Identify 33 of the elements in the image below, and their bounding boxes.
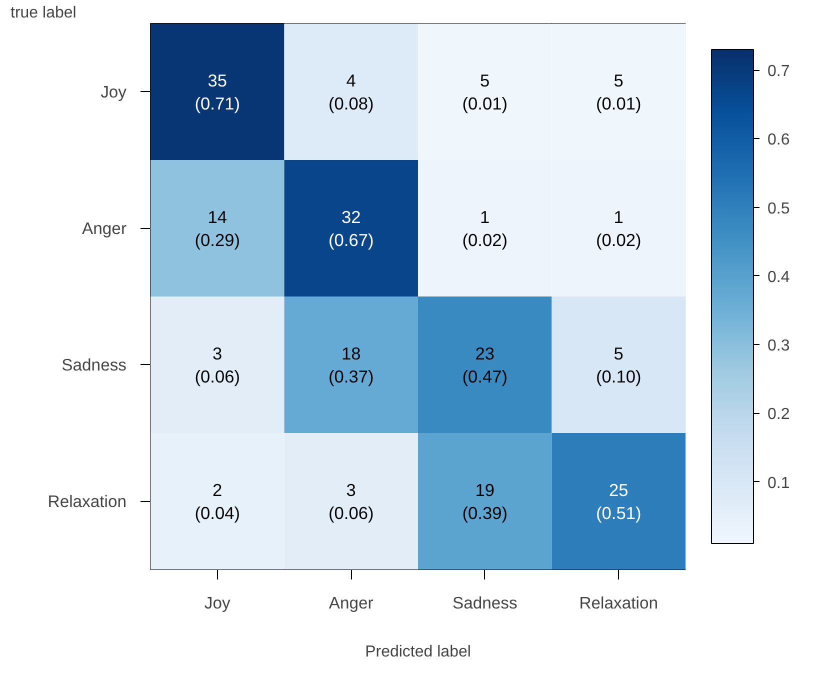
color-bar-label: 0.4 <box>768 268 790 286</box>
color-bar-label: 0.3 <box>768 338 790 355</box>
data-label: 5 (0.01) <box>596 70 642 114</box>
data-label: 35 (0.71) <box>194 70 240 114</box>
data-label: 18 (0.37) <box>328 343 374 386</box>
y-axis-title: true label <box>10 4 76 22</box>
data-label: 2 (0.04) <box>194 480 240 523</box>
data-label: 3 (0.06) <box>194 343 240 386</box>
data-label: 32 (0.67) <box>328 206 374 250</box>
data-label: 25 (0.51) <box>596 480 642 523</box>
x-tick-label: Relaxation <box>579 594 658 612</box>
y-tick-label: Relaxation <box>48 492 126 511</box>
data-label: 5 (0.01) <box>462 70 508 114</box>
x-tick-label: Anger <box>328 594 374 612</box>
data-label: 1 (0.02) <box>462 206 508 250</box>
color-bar-label: 0.6 <box>768 132 790 149</box>
x-tick-label: Sadness <box>452 594 518 612</box>
color-bar-label: 0.7 <box>768 63 790 80</box>
x-axis-title: Predicted label <box>365 644 471 660</box>
data-label: 19 (0.39) <box>462 480 508 523</box>
y-tick-label: Sadness <box>62 355 127 374</box>
data-label: 5 (0.10) <box>596 343 642 386</box>
data-label: 3 (0.06) <box>328 480 374 523</box>
y-tick-label: Joy <box>100 82 128 102</box>
color-bar-label: 0.2 <box>768 406 790 424</box>
y-tick-label: Anger <box>82 218 127 238</box>
data-label: 4 (0.08) <box>328 70 374 114</box>
data-label: 1 (0.02) <box>596 206 642 250</box>
data-label: 23 (0.47) <box>462 343 508 386</box>
data-label: 14 (0.29) <box>194 206 240 250</box>
x-tick-label: Joy <box>204 594 232 612</box>
color-bar-label: 0.5 <box>768 200 790 218</box>
color-bar-label: 0.1 <box>768 474 790 492</box>
